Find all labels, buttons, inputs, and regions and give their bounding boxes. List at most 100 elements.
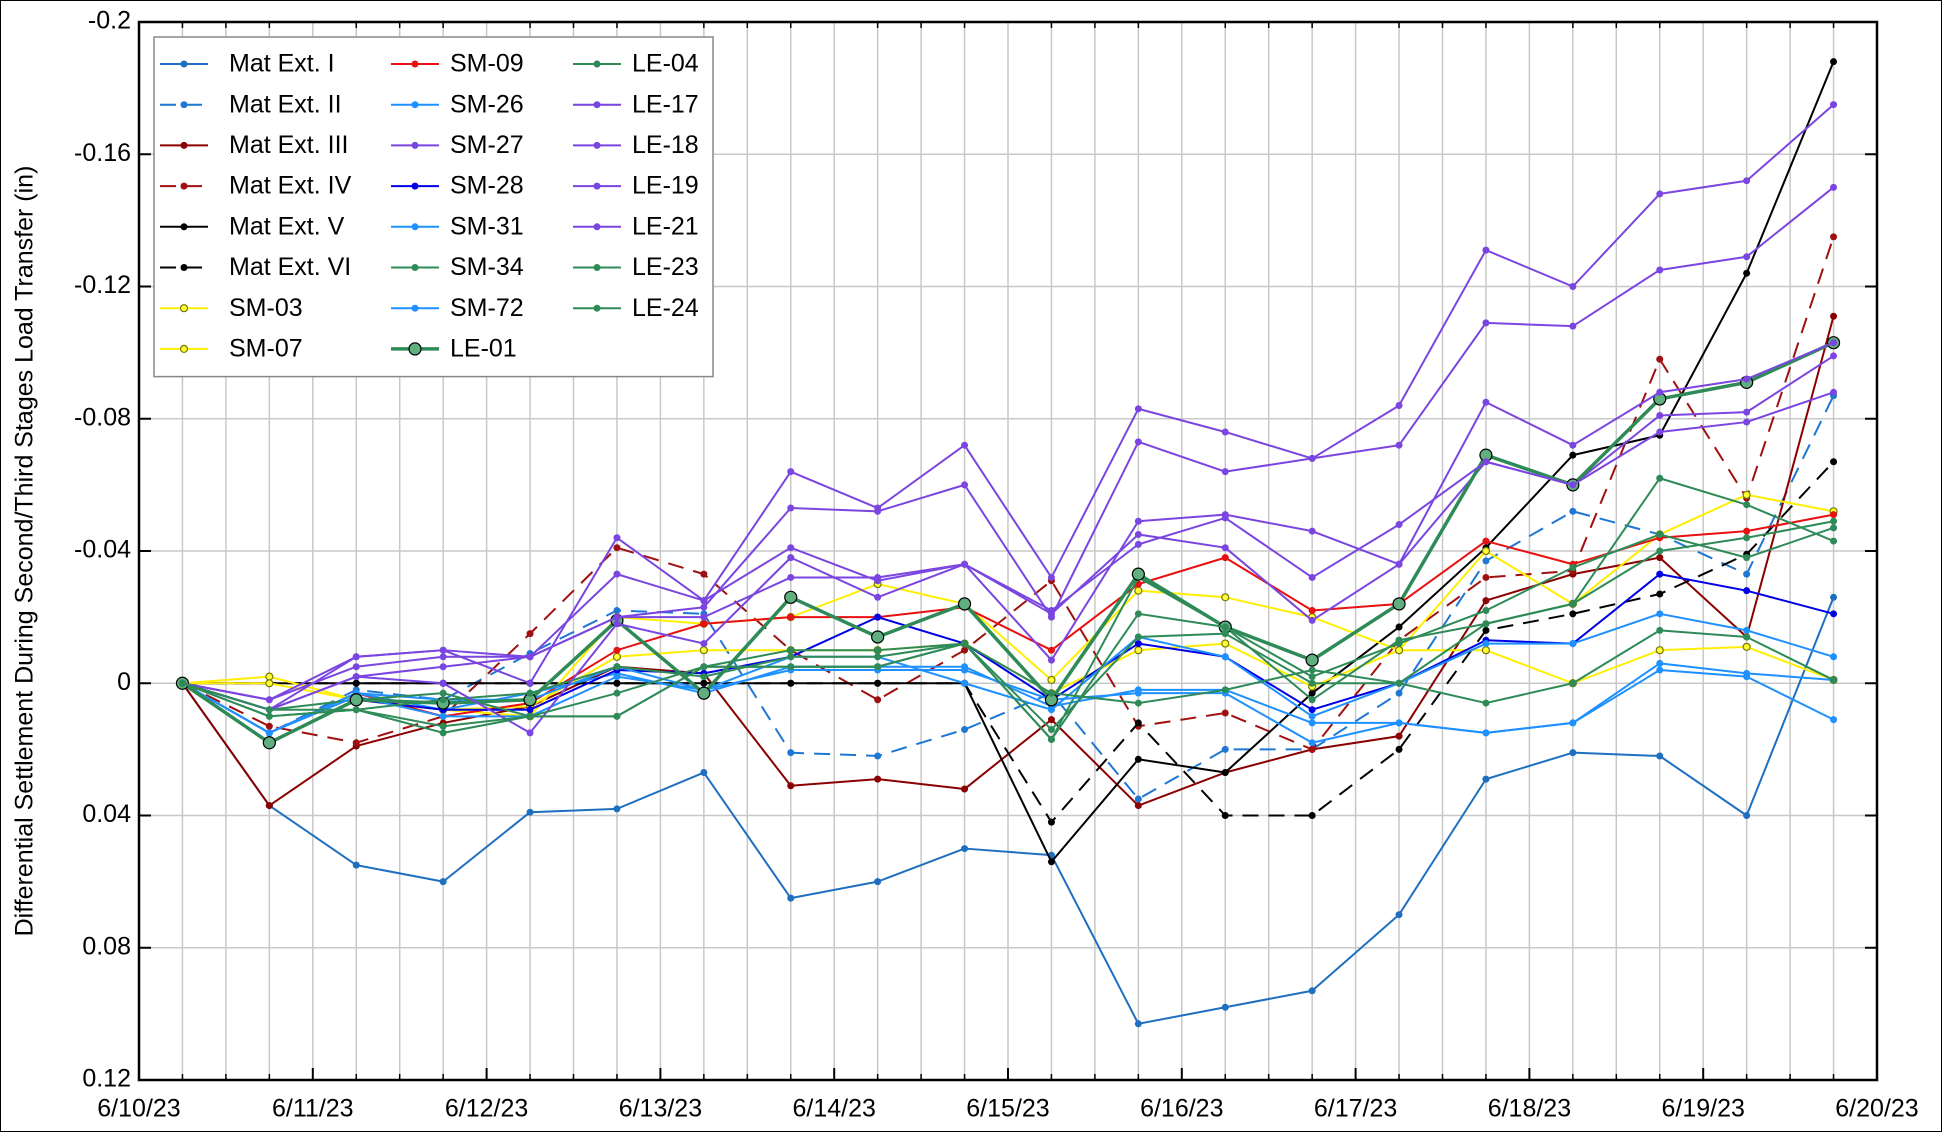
data-point — [874, 775, 882, 783]
legend-label: LE-23 — [632, 253, 699, 281]
legend-label: SM-03 — [229, 294, 303, 322]
data-point — [961, 441, 969, 449]
data-point — [700, 673, 708, 681]
data-point — [1830, 233, 1838, 241]
legend-marker — [411, 182, 419, 190]
data-point — [874, 752, 882, 760]
data-point — [1830, 593, 1838, 601]
data-point — [1830, 101, 1838, 109]
data-point — [1656, 610, 1664, 618]
data-point — [1743, 177, 1751, 185]
data-point — [526, 689, 534, 697]
data-point — [961, 666, 969, 674]
data-point — [1308, 696, 1316, 704]
data-point — [612, 652, 622, 661]
data-point — [1830, 58, 1838, 66]
data-point — [352, 663, 360, 671]
data-point — [1830, 339, 1838, 347]
data-point — [526, 630, 534, 638]
legend-marker — [593, 223, 601, 231]
data-point — [262, 736, 276, 750]
data-point — [961, 560, 969, 568]
data-point — [352, 673, 360, 681]
y-tick-label: 0.04 — [82, 800, 131, 828]
data-point — [1743, 669, 1751, 677]
data-point — [961, 640, 969, 648]
data-point — [1743, 408, 1751, 416]
data-point — [1395, 560, 1403, 568]
data-point — [1221, 554, 1229, 562]
data-point — [1047, 675, 1056, 685]
data-point — [1656, 355, 1664, 363]
data-point — [700, 620, 708, 628]
data-point — [1134, 795, 1142, 803]
data-point — [1392, 597, 1406, 611]
data-point — [1134, 1020, 1142, 1028]
data-point — [1308, 673, 1316, 681]
data-point — [1569, 451, 1577, 459]
data-point — [1569, 679, 1577, 687]
data-point — [1395, 911, 1403, 919]
data-point — [1830, 388, 1838, 396]
data-point — [1656, 266, 1664, 274]
y-tick-label: -0.16 — [74, 139, 131, 167]
data-point — [526, 679, 534, 687]
data-point — [352, 706, 360, 714]
data-point — [1395, 441, 1403, 449]
x-tick-label: 6/10/23 — [97, 1095, 180, 1123]
series-line — [182, 629, 1834, 734]
data-point — [1221, 428, 1229, 436]
data-point — [1743, 418, 1751, 426]
data-point — [1830, 524, 1838, 532]
legend-marker — [411, 264, 419, 271]
series-line — [182, 461, 1835, 824]
data-point — [439, 646, 447, 654]
legend-label: Mat Ext. I — [229, 50, 335, 78]
data-point — [1830, 610, 1838, 618]
legend-marker — [180, 182, 188, 190]
x-tick-label: 6/20/23 — [1835, 1095, 1918, 1123]
data-point — [1308, 987, 1316, 995]
data-point — [1830, 517, 1838, 525]
data-point — [1830, 183, 1838, 191]
data-point — [1221, 1003, 1229, 1011]
data-point — [961, 646, 969, 654]
data-point — [787, 894, 795, 902]
series — [178, 517, 1838, 730]
data-point — [1569, 322, 1577, 330]
legend-marker — [593, 60, 601, 68]
data-point — [1047, 656, 1055, 664]
data-point — [1221, 514, 1229, 522]
x-tick-label: 6/15/23 — [966, 1095, 1049, 1123]
data-point — [1656, 570, 1664, 578]
data-point — [1134, 405, 1142, 413]
data-point — [787, 468, 795, 476]
data-point — [784, 590, 798, 604]
plot-frame — [137, 20, 1879, 1082]
data-point — [874, 593, 882, 601]
data-point — [1656, 388, 1664, 396]
data-point — [265, 712, 273, 720]
legend-label: LE-21 — [632, 212, 699, 240]
legend-marker — [411, 141, 419, 149]
x-tick-label: 6/13/23 — [619, 1095, 702, 1123]
data-point — [439, 712, 447, 720]
legend-label: SM-07 — [229, 335, 303, 363]
data-point — [1569, 441, 1577, 449]
data-point — [787, 663, 795, 671]
data-point — [961, 679, 969, 687]
data-point — [1047, 573, 1055, 581]
data-point — [957, 597, 972, 611]
data-point — [1221, 593, 1230, 602]
data-point — [1047, 689, 1055, 697]
y-tick-label: -0.08 — [74, 403, 131, 431]
data-point — [352, 739, 360, 747]
data-point — [1830, 537, 1838, 545]
data-point — [1569, 283, 1577, 290]
data-point — [1569, 719, 1577, 727]
data-point — [1395, 623, 1403, 631]
data-point — [1482, 557, 1490, 565]
data-point — [700, 640, 708, 648]
data-point — [526, 712, 534, 720]
data-point — [1308, 573, 1316, 581]
